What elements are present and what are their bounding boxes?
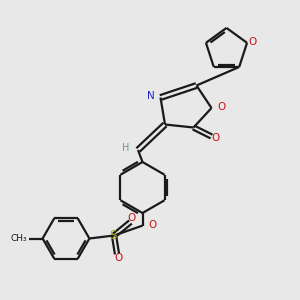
Text: O: O	[248, 37, 256, 47]
Text: O: O	[114, 253, 123, 263]
Text: H: H	[122, 142, 130, 153]
Text: N: N	[147, 91, 155, 101]
Text: O: O	[148, 220, 157, 230]
Text: CH₃: CH₃	[11, 234, 28, 243]
Text: O: O	[128, 213, 136, 224]
Text: O: O	[211, 133, 219, 143]
Text: S: S	[110, 229, 117, 242]
Text: O: O	[217, 101, 225, 112]
